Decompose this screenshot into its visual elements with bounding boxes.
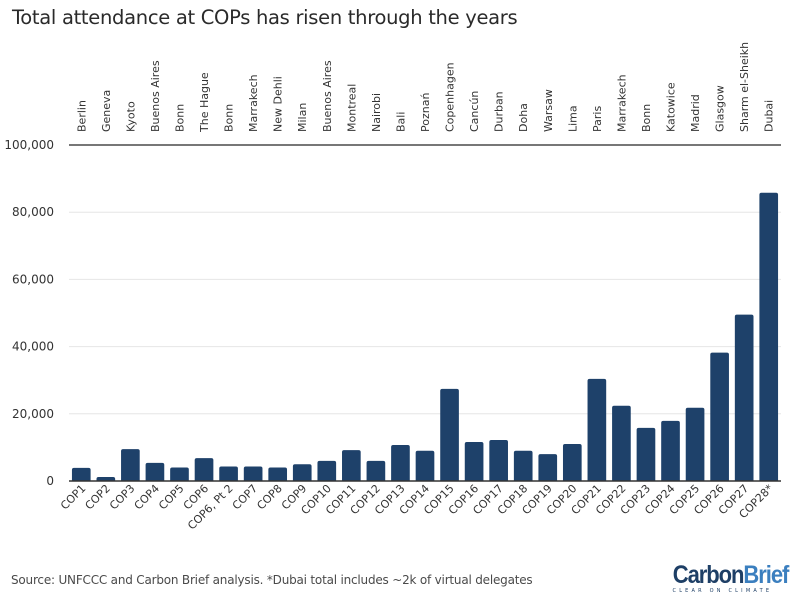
bar-cop11 — [342, 450, 361, 481]
bar-cop22 — [612, 405, 631, 481]
location-label: Copenhagen — [444, 62, 457, 132]
location-label: Bonn — [640, 104, 653, 132]
y-tick-label: 0 — [46, 474, 54, 488]
location-label: Lima — [566, 105, 579, 132]
bar-cop27 — [734, 314, 754, 481]
bar-cop15 — [440, 388, 459, 481]
logo-carbon: Carbon — [672, 561, 744, 589]
location-label: Bali — [394, 112, 407, 132]
bar-cop20 — [562, 444, 582, 481]
location-label: Buenos Aires — [321, 60, 334, 132]
location-label: Dubai — [763, 100, 776, 132]
bar-cop1 — [71, 467, 91, 481]
chart-title: Total attendance at COPs has risen throu… — [12, 6, 518, 29]
bar-cop24 — [661, 420, 680, 481]
location-label: Durban — [493, 91, 506, 132]
source-note: Source: UNFCCC and Carbon Brief analysis… — [11, 573, 533, 587]
location-labels: Berlin Geneva Kyoto Buenos Aires Bonn The Hag… — [75, 42, 775, 133]
bar-cop14 — [415, 450, 435, 481]
location-label: Montreal — [345, 84, 358, 132]
bar-cop21 — [587, 378, 607, 481]
location-label: Berlin — [75, 100, 88, 132]
x-tick-label: COP2 — [83, 482, 113, 512]
y-tick-label: 40,000 — [12, 340, 54, 354]
logo-brief: Brief — [743, 561, 789, 589]
location-label: Doha — [517, 103, 530, 132]
logo-tagline: CLEAR ON CLIMATE — [672, 588, 773, 594]
bar-cop5 — [170, 467, 189, 481]
bar-cop19 — [538, 454, 558, 481]
location-label: Madrid — [689, 94, 702, 132]
location-label: Warsaw — [542, 89, 555, 132]
carbon-brief-logo: CarbonBrief CLEAR ON CLIMATE — [657, 561, 789, 595]
bar-cop6 — [194, 458, 214, 481]
gridlines — [69, 211, 781, 415]
x-tick-label: COP8 — [254, 482, 284, 512]
location-label: Milan — [296, 103, 309, 132]
location-label: Marrakech — [615, 74, 628, 132]
logo-wordmark: CarbonBrief — [672, 561, 789, 589]
bar-cop17 — [489, 440, 508, 481]
location-label: Paris — [591, 106, 604, 132]
bar-cop26 — [710, 352, 729, 481]
location-label: Katowice — [665, 82, 678, 132]
bar-cop4 — [145, 462, 165, 481]
bar-cop2 — [96, 476, 116, 481]
bars — [71, 192, 779, 481]
y-tick-label: 100,000 — [4, 138, 54, 152]
location-label: Poznań — [419, 93, 432, 132]
location-label: Bonn — [223, 104, 236, 132]
x-tick-label: COP1 — [58, 482, 88, 512]
bar-cop12 — [366, 460, 386, 481]
location-label: Kyoto — [124, 101, 137, 132]
location-label: Sharm el-Sheikh — [738, 42, 751, 132]
bar-cop10 — [317, 460, 337, 481]
bar-cop13 — [391, 445, 410, 481]
bar-cop3 — [121, 449, 140, 481]
x-tick-label: COP7 — [230, 482, 260, 512]
location-label: New Dehli — [272, 76, 285, 132]
location-label: The Hague — [198, 72, 211, 133]
location-label: Geneva — [100, 90, 113, 132]
bar-cop8 — [268, 467, 288, 481]
y-tick-label: 20,000 — [12, 407, 54, 421]
location-label: Bonn — [173, 104, 186, 132]
y-tick-label: 60,000 — [12, 272, 54, 286]
bar-cop18 — [513, 450, 533, 481]
bar-cop9 — [292, 464, 312, 481]
bar-cop6-pt-2 — [219, 466, 238, 481]
y-axis-ticks: 0 20,000 40,000 60,000 80,000 100,000 — [4, 138, 54, 488]
bar-cop25 — [685, 407, 705, 481]
y-tick-label: 80,000 — [12, 205, 54, 219]
location-label: Glasgow — [714, 85, 727, 132]
location-label: Cancún — [468, 91, 481, 132]
bar-cop16 — [464, 442, 484, 481]
bar-cop28 — [759, 192, 779, 481]
bar-cop7 — [243, 466, 263, 481]
x-tick-label: COP4 — [132, 482, 162, 512]
attendance-bar-chart: 0 20,000 40,000 60,000 80,000 100,000 Berlin G… — [4, 42, 781, 533]
x-tick-label: COP3 — [107, 482, 137, 512]
location-label: Nairobi — [370, 93, 383, 132]
location-label: Buenos Aires — [149, 60, 162, 132]
x-tick-label: COP5 — [156, 482, 186, 512]
bar-cop23 — [636, 427, 656, 481]
location-label: Marrakech — [247, 74, 260, 132]
